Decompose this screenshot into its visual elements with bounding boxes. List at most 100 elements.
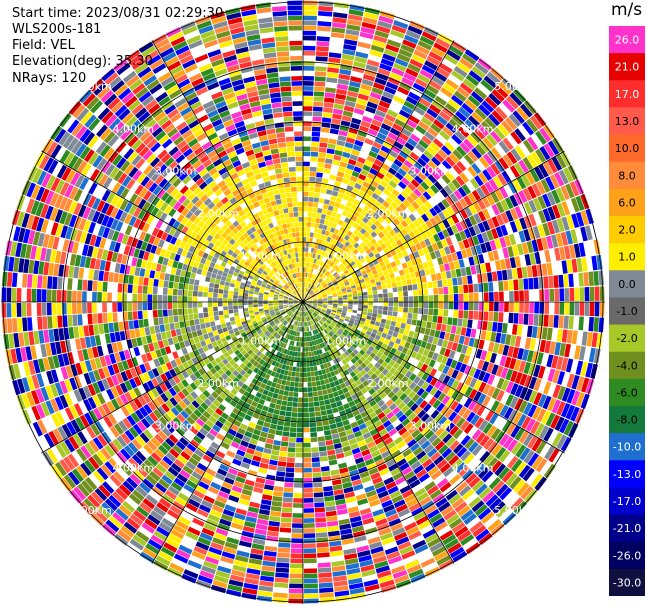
ppi-gate xyxy=(242,525,255,533)
ppi-gate xyxy=(362,288,368,293)
ppi-gate xyxy=(334,416,342,423)
ppi-gate xyxy=(418,553,434,564)
ppi-gate xyxy=(335,241,341,247)
ppi-gate xyxy=(431,352,439,361)
ppi-gate xyxy=(311,351,315,357)
ppi-gate xyxy=(369,399,377,407)
ppi-gate xyxy=(565,230,574,245)
ppi-gate xyxy=(212,352,219,360)
ppi-gate xyxy=(281,507,293,513)
ppi-gate xyxy=(317,303,323,305)
ppi-gate xyxy=(341,290,347,294)
ppi-gate xyxy=(465,247,473,258)
ppi-gate xyxy=(348,438,357,445)
ppi-gate xyxy=(319,142,328,148)
ppi-gate xyxy=(327,260,333,266)
ppi-gate xyxy=(154,448,165,459)
ppi-gate xyxy=(336,268,342,274)
ppi-gate xyxy=(426,406,436,416)
ppi-gate xyxy=(497,173,508,186)
ppi-gate xyxy=(519,447,531,461)
ppi-gate xyxy=(295,442,303,448)
ppi-gate xyxy=(370,332,377,339)
ppi-gate xyxy=(512,178,522,192)
ppi-gate xyxy=(463,228,472,239)
ppi-gate xyxy=(294,315,297,320)
ppi-gate xyxy=(383,454,394,463)
ppi-gate xyxy=(101,390,111,403)
ppi-gate xyxy=(235,508,247,516)
ppi-gate xyxy=(272,495,283,502)
ppi-gate xyxy=(250,337,257,343)
ppi-gate xyxy=(297,331,300,337)
ppi-gate xyxy=(269,329,275,334)
ppi-gate xyxy=(248,558,263,565)
ppi-gate xyxy=(337,230,343,237)
ppi-gate xyxy=(486,230,494,241)
ppi-gate xyxy=(139,447,150,459)
ppi-gate xyxy=(326,361,332,368)
ppi-gate xyxy=(393,297,399,302)
ppi-gate xyxy=(312,297,318,300)
ppi-gate xyxy=(268,319,274,324)
ppi-gate xyxy=(315,238,320,244)
ppi-gate xyxy=(326,444,335,451)
ppi-gate xyxy=(291,523,303,528)
ppi-gate xyxy=(495,446,507,460)
ppi-gate xyxy=(322,295,328,298)
ppi-gate xyxy=(377,216,385,224)
ppi-gate xyxy=(326,265,332,271)
ppi-gate xyxy=(427,508,440,520)
ppi-gate xyxy=(343,304,348,307)
ppi-gate xyxy=(270,322,276,328)
ppi-gate xyxy=(336,350,342,357)
ppi-gate xyxy=(473,201,482,213)
ppi-gate xyxy=(312,268,316,274)
ppi-gate xyxy=(467,192,477,204)
ppi-gate xyxy=(290,376,296,382)
ppi-gate xyxy=(290,417,297,423)
ppi-gate xyxy=(471,500,485,513)
ppi-gate xyxy=(372,82,386,91)
ppi-gate xyxy=(401,405,410,414)
ppi-gate xyxy=(316,365,322,371)
ppi-gate xyxy=(313,366,318,372)
ppi-gate xyxy=(373,294,378,299)
ppi-gate xyxy=(323,490,334,497)
ppi-gate xyxy=(409,272,416,279)
ppi-gate xyxy=(238,444,248,452)
ppi-gate xyxy=(453,428,463,440)
ppi-gate xyxy=(401,128,412,137)
ppi-gate xyxy=(351,479,362,487)
ppi-gate xyxy=(181,388,190,397)
ppi-gate xyxy=(317,431,325,437)
ppi-gate xyxy=(417,369,425,379)
ppi-gate xyxy=(358,152,368,160)
ppi-gate xyxy=(365,267,372,274)
ppi-gate xyxy=(355,251,362,258)
ppi-gate xyxy=(421,222,429,232)
ppi-gate xyxy=(409,479,421,489)
ppi-gate xyxy=(317,306,322,309)
ppi-gate xyxy=(462,276,468,285)
ppi-gate xyxy=(388,34,403,44)
ppi-gate xyxy=(172,430,182,441)
ppi-gate xyxy=(295,452,303,458)
ppi-gate xyxy=(373,298,378,302)
ppi-gate xyxy=(490,522,505,536)
ppi-gate xyxy=(494,302,499,312)
ppi-gate xyxy=(413,161,424,171)
ppi-gate xyxy=(495,504,510,518)
ppi-gate xyxy=(359,349,366,356)
ppi-gate xyxy=(201,373,210,381)
ppi-gate xyxy=(411,278,417,285)
ppi-gate xyxy=(212,477,224,486)
ppi-gate xyxy=(483,454,495,467)
ppi-gate xyxy=(447,317,453,325)
ppi-gate xyxy=(97,505,112,519)
ppi-gate xyxy=(358,383,365,391)
ppi-gate xyxy=(257,440,266,448)
ppi-gate xyxy=(378,445,389,454)
ppi-gate xyxy=(338,303,343,307)
ppi-gate xyxy=(112,454,124,467)
